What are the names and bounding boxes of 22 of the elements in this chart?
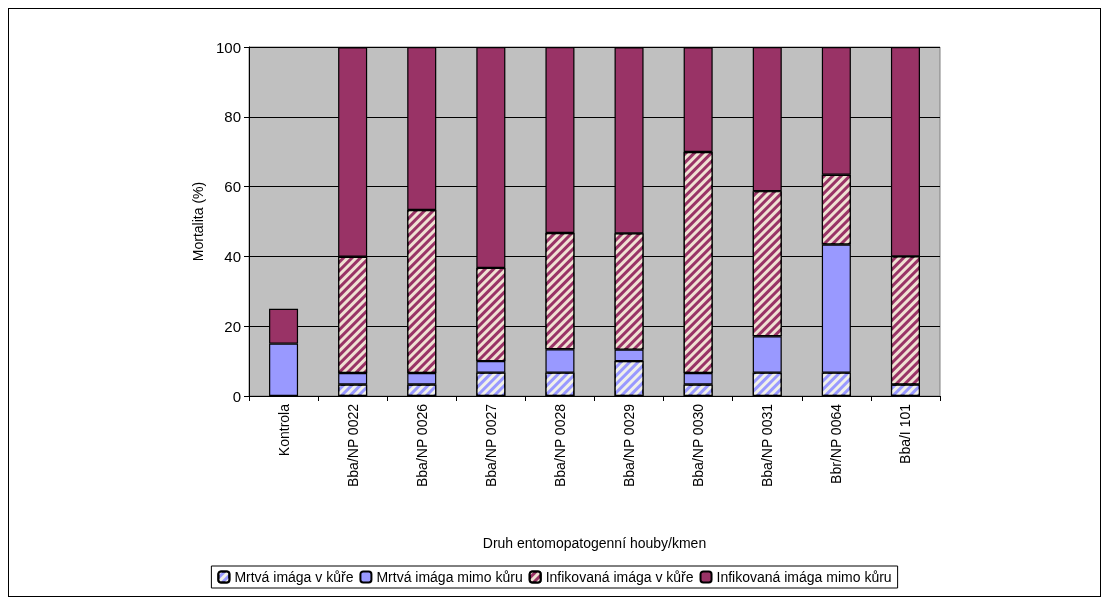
x-tick-label: Bba/NP 0026: [413, 403, 430, 488]
y-axis-title: Mortalita (%): [190, 181, 207, 262]
x-tick-label: Bba/NP 0027: [482, 403, 499, 488]
x-tick-label: Bba/NP 0028: [551, 403, 568, 488]
y-tick-label: 20: [224, 317, 241, 335]
legend-label: Infikovaná imága mimo kůru: [716, 569, 892, 585]
y-tick-label: 0: [232, 387, 241, 405]
x-tick-label: Bba/NP 0030: [690, 403, 707, 488]
legend-label: Infikovaná imága v kůře: [545, 569, 694, 585]
y-tick-label: 40: [224, 247, 241, 265]
y-tick-label: 100: [215, 38, 241, 56]
x-tick-label: Bba/NP 0022: [344, 403, 361, 488]
x-tick-label: Bba/I 101: [897, 403, 914, 464]
x-axis-title: Druh entomopatogenní houby/kmen: [482, 535, 707, 551]
y-tick-label: 60: [224, 178, 241, 196]
legend-label: Mrtvá imága v kůře: [234, 569, 354, 585]
legend-label: Mrtvá imága mimo kůru: [376, 569, 523, 585]
x-tick-label: Bba/NP 0029: [621, 403, 638, 488]
y-tick-label: 80: [224, 108, 241, 126]
x-tick-label: Bba/NP 0031: [759, 403, 776, 488]
x-tick-label: Kontrola: [275, 403, 292, 457]
x-tick-label: Bbr/NP 0064: [828, 403, 845, 484]
